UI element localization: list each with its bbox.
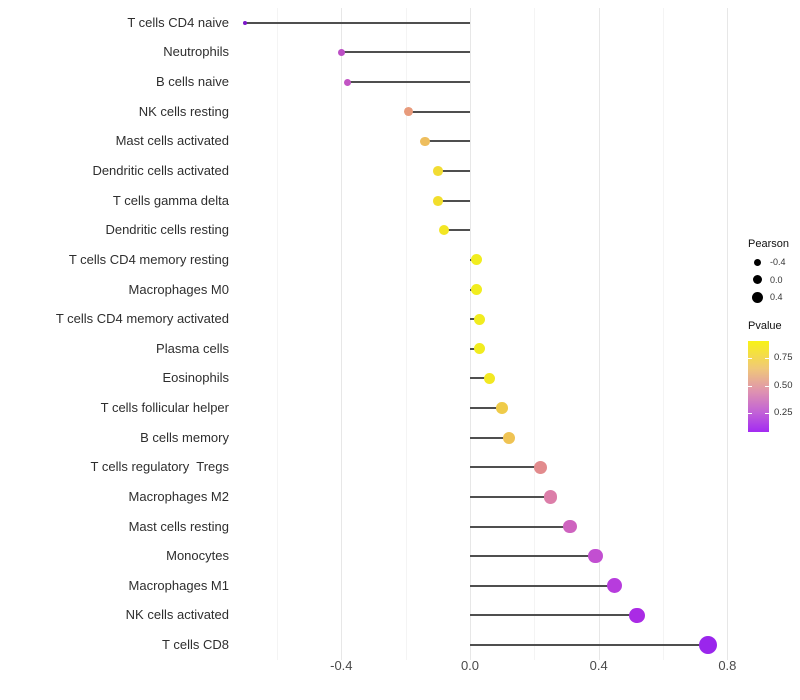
y-axis-label: Eosinophils (162, 370, 230, 386)
gridline-minor (534, 8, 536, 660)
lollipop-stem (244, 21, 470, 24)
lollipop-stem (470, 407, 503, 410)
y-axis-label: Plasma cells (156, 340, 229, 356)
lollipop-stem (470, 614, 638, 617)
y-axis-label: T cells follicular helper (100, 400, 229, 416)
lollipop-stem (470, 466, 541, 469)
lollipop-dot (474, 343, 486, 355)
x-tick-label: 0.4 (589, 658, 608, 673)
lollipop-stem (470, 525, 570, 528)
y-axis-label: T cells CD4 memory activated (55, 311, 229, 327)
lollipop-dot (607, 578, 623, 594)
y-axis-label: T cells gamma delta (112, 192, 229, 208)
x-tick-label: 0.8 (718, 658, 737, 673)
legend-size-label: -0.4 (770, 257, 786, 267)
gridline-major (598, 8, 600, 660)
lollipop-dot (699, 636, 718, 655)
legend-color-title: Pvalue (748, 320, 782, 332)
y-axis-label: T cells regulatory Tregs (90, 459, 229, 475)
lollipop-stem (444, 229, 470, 232)
legend-size-dot (751, 291, 763, 303)
lollipop-stem (470, 584, 615, 587)
lollipop-dot (588, 548, 603, 564)
lollipop-dot (483, 372, 495, 385)
lollipop-stem (470, 555, 596, 558)
y-axis-label: Mast cells resting (128, 518, 229, 534)
y-axis-label: NK cells resting (138, 103, 229, 119)
y-axis-label: Dendritic cells activated (92, 162, 229, 178)
y-axis-label: T cells CD4 naive (127, 14, 229, 30)
lollipop-dot (404, 107, 414, 117)
legend-size-label: 0.4 (770, 292, 783, 303)
lollipop-dot (420, 136, 430, 147)
colorbar-tick-label: 0.75 (774, 352, 793, 364)
colorbar-tick-label: 0.50 (774, 379, 793, 391)
gridline-major (727, 8, 729, 660)
lollipop-dot (496, 402, 509, 414)
colorbar-tick-mark (765, 358, 769, 360)
lollipop-stem (437, 169, 470, 172)
lollipop-dot (474, 313, 486, 325)
legend-size-title: Pearson (748, 238, 789, 250)
lollipop-stem (341, 51, 470, 54)
x-tick-label: 0.0 (460, 658, 480, 673)
lollipop-dot (629, 607, 646, 624)
y-axis-label: Monocytes (166, 548, 229, 564)
lollipop-dot (470, 284, 482, 295)
legend-size-label: 0.0 (770, 274, 783, 285)
lollipop-stem (424, 140, 470, 143)
y-axis-label: T cells CD4 memory resting (68, 251, 229, 267)
lollipop-dot (534, 460, 548, 474)
colorbar-tick-mark (748, 412, 752, 414)
y-axis-label: NK cells activated (125, 607, 229, 623)
y-axis-label: Dendritic cells resting (105, 222, 229, 238)
y-axis-label: Neutrophils (163, 44, 229, 60)
y-axis-label: T cells CD8 (162, 637, 229, 653)
y-axis-label: B cells memory (140, 429, 229, 445)
lollipop-stem (470, 436, 509, 439)
y-axis-label: Mast cells activated (115, 133, 229, 149)
y-axis-label: Macrophages M2 (128, 488, 229, 504)
lollipop-dot (242, 20, 247, 25)
lollipop-dot (439, 225, 450, 236)
lollipop-dot (562, 519, 577, 534)
gridline-minor (405, 8, 407, 660)
lollipop-stem (437, 199, 470, 202)
colorbar-tick-mark (765, 412, 769, 414)
lollipop-stem (470, 644, 709, 647)
gridline-minor (663, 8, 665, 660)
lollipop-stem (408, 110, 470, 113)
lollipop-dot (337, 48, 345, 56)
lollipop-stem (347, 81, 470, 84)
lollipop-stem (470, 495, 551, 498)
legend-size-dot (752, 275, 762, 285)
gridline-major (470, 8, 471, 660)
colorbar-tick-mark (765, 385, 769, 387)
lollipop-dot (470, 254, 482, 266)
lollipop-dot (543, 490, 558, 504)
colorbar-tick-label: 0.25 (774, 406, 793, 418)
colorbar-tick-mark (748, 358, 752, 360)
x-tick-label: -0.4 (330, 658, 353, 673)
pvalue-colorbar (748, 341, 769, 432)
y-axis-label: Macrophages M0 (128, 281, 229, 297)
legend-size-dot (753, 258, 761, 266)
plot-panel (237, 8, 737, 660)
lollipop-stem (470, 377, 490, 380)
gridline-minor (276, 8, 278, 660)
y-axis-label: B cells naive (156, 74, 229, 90)
colorbar-tick-mark (748, 385, 752, 387)
y-axis-label: Macrophages M1 (128, 577, 229, 593)
lollipop-dot (432, 166, 443, 176)
lollipop-dot (432, 195, 443, 206)
lollipop-dot (344, 78, 352, 86)
lollipop-dot (502, 431, 515, 444)
gridline-major (341, 8, 343, 660)
